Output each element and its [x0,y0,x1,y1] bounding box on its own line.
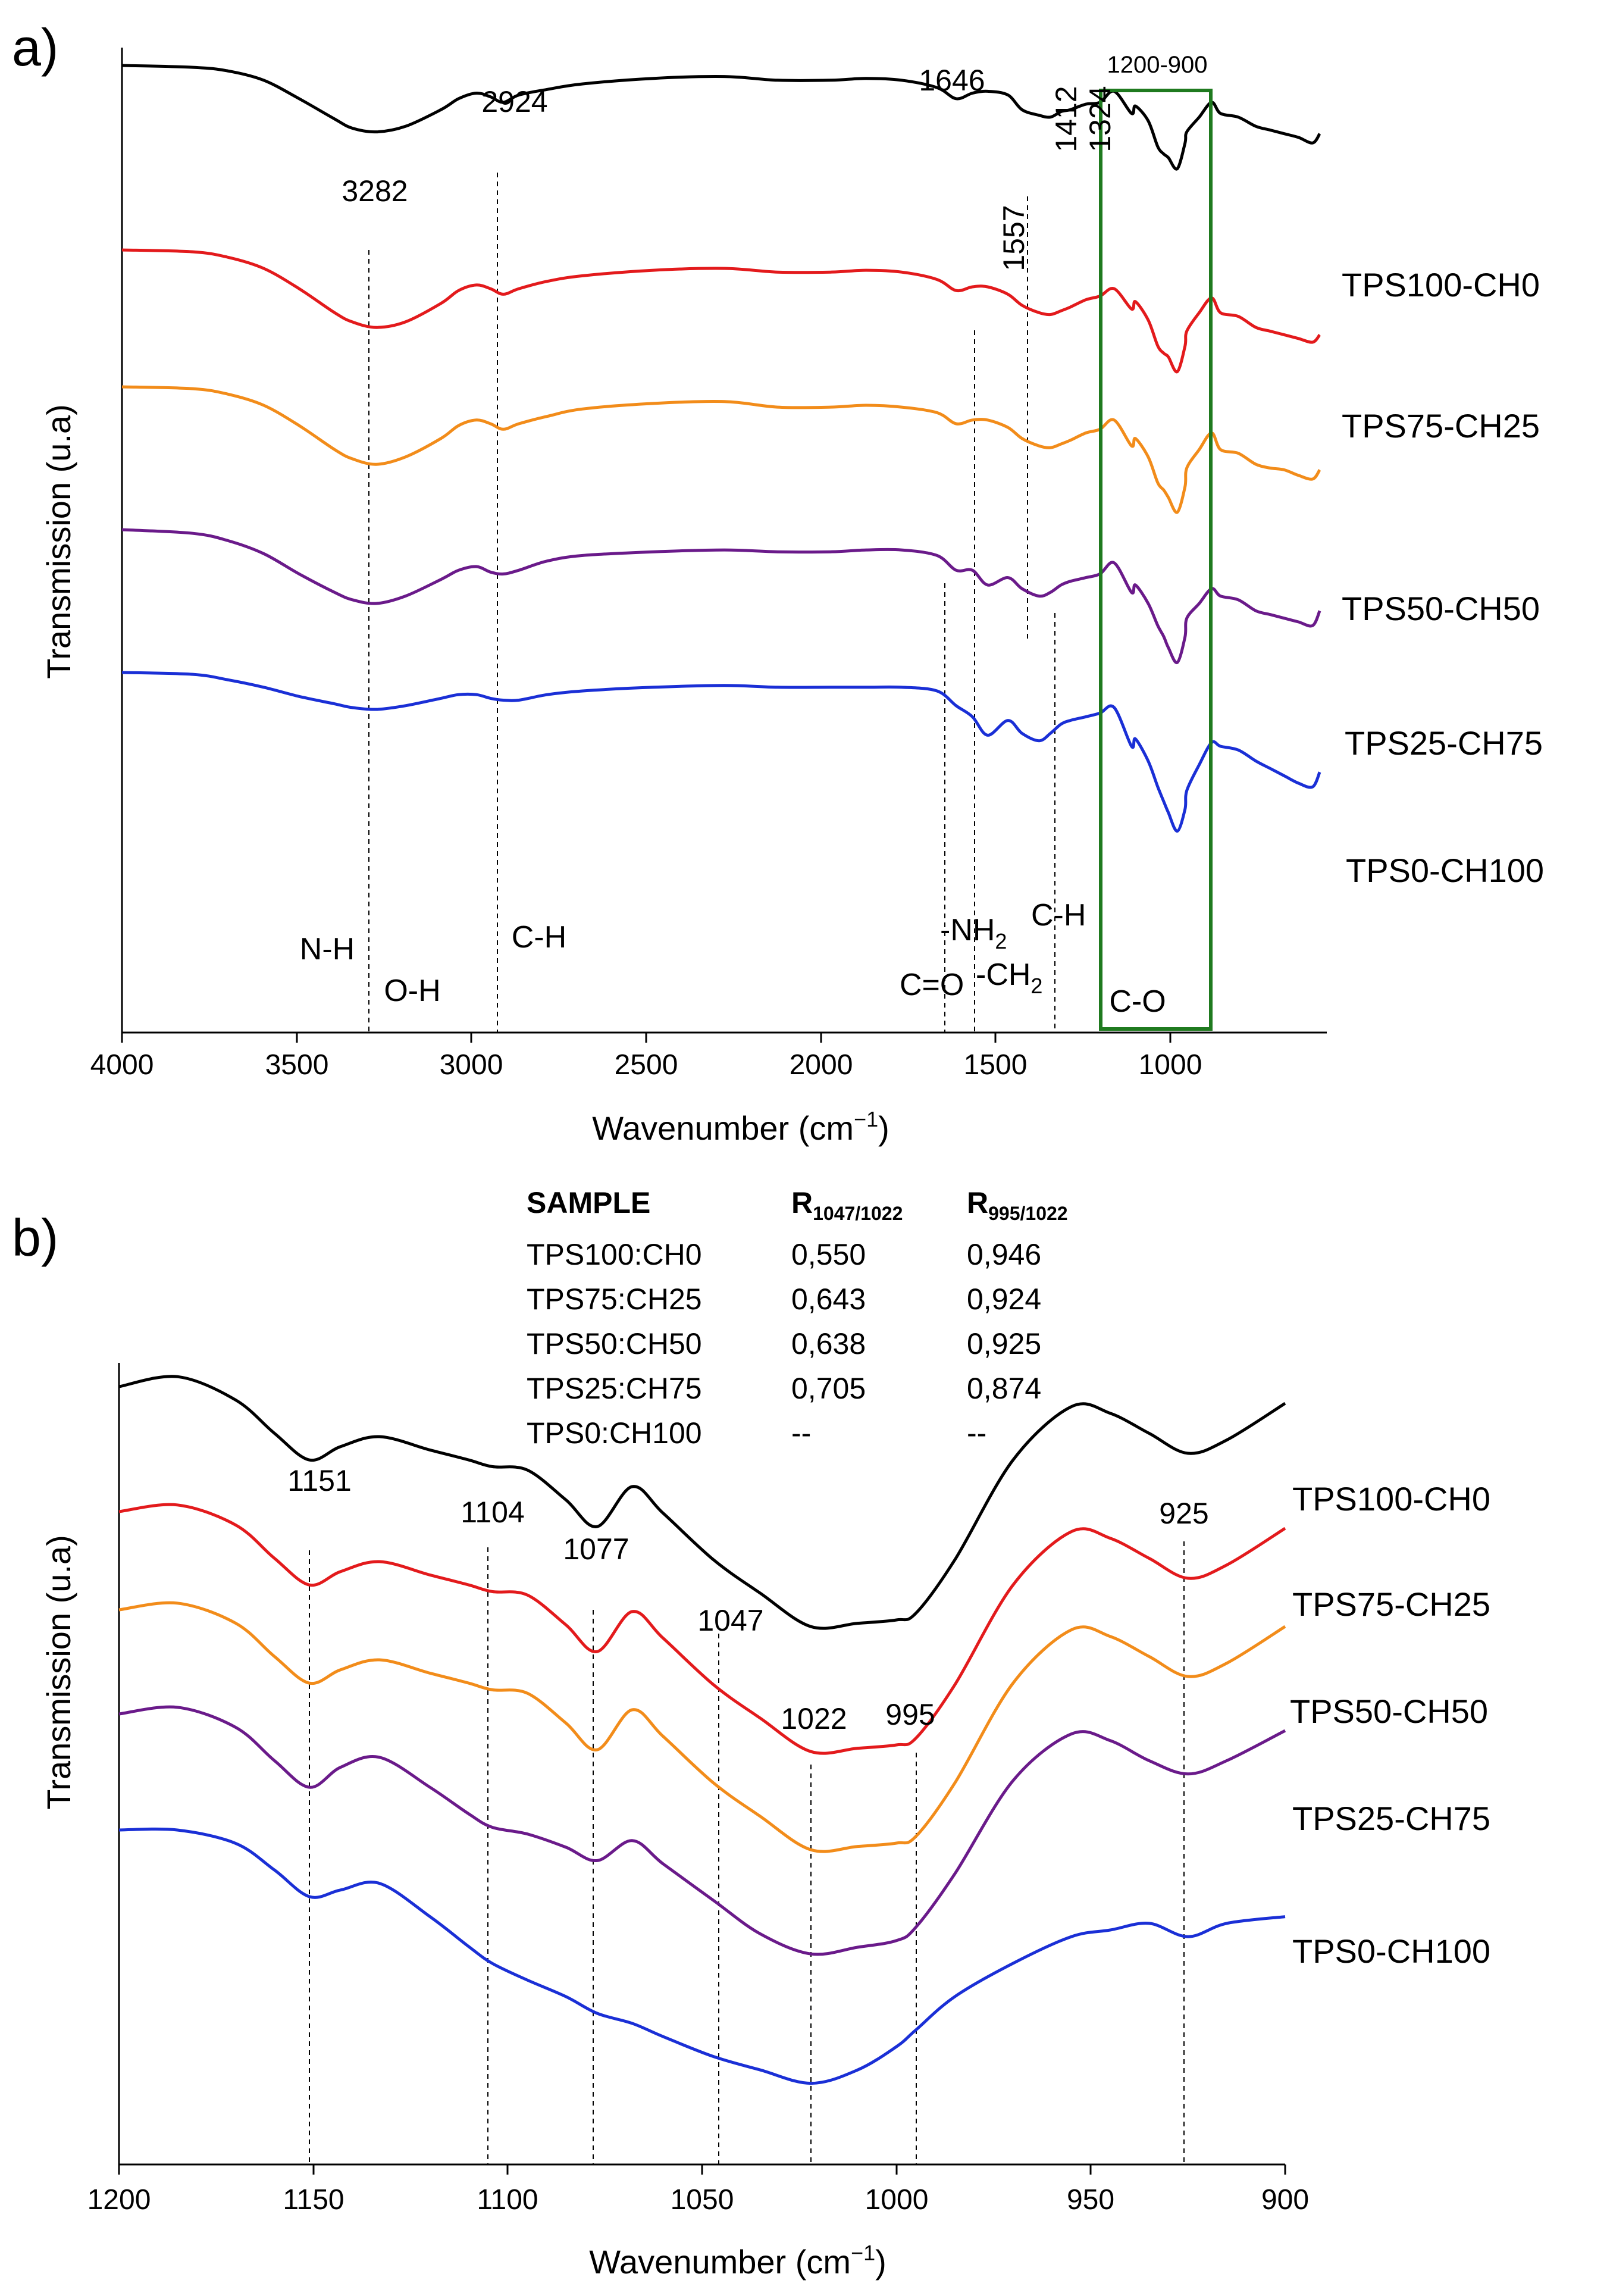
table-cell: TPS100:CH0 [527,1238,702,1271]
panel-b-peak-label: 1104 [461,1496,525,1529]
panel-a-group-label: -CH2 [976,958,1042,998]
panel-a-series-label: TPS50-CH50 [1342,590,1540,627]
panel-b-series-label: TPS50-CH50 [1290,1693,1488,1730]
panel-a-series-line-tps75-ch25 [121,248,1321,374]
panel-b-series-line-tps25-ch75 [118,1705,1286,1956]
table-cell: 0,705 [791,1372,866,1405]
panel-b-peak-label: 1047 [697,1604,763,1637]
table-header-sample: SAMPLE [527,1186,650,1219]
panel-a-group-label: -NH2 [940,913,1007,953]
table-cell: 0,550 [791,1238,866,1271]
panel-a-tick-label: 2000 [790,1049,853,1081]
panel-a-peak-label: 1412 [1050,86,1083,152]
panel-a-series-line-tps50-ch50 [121,385,1321,514]
panel-a-series-label: TPS100-CH0 [1342,266,1540,304]
panel-b-tick-label: 1050 [671,2184,734,2216]
table-cell: TPS0:CH100 [527,1416,702,1450]
table-header-r1: R1047/1022 [791,1186,903,1224]
panel-b-series-label: TPS25-CH75 [1292,1800,1490,1837]
panel-b-series-label: TPS75-CH25 [1292,1585,1490,1623]
panel-a-series-label: TPS25-CH75 [1345,724,1543,762]
panel-a-highlight-box [1099,89,1213,1031]
panel-a-x-title: Wavenumber (cm−1) [592,1107,889,1147]
panel-b-tick-label: 950 [1067,2184,1114,2216]
panel-b-series-line-tps100-ch0 [118,1375,1286,1630]
panel-a-group-label: C-H [512,920,566,955]
panel-a-peak-label: 1557 [997,205,1030,271]
table-cell: 0,643 [791,1282,866,1316]
panel-b-series-line-tps75-ch25 [118,1503,1286,1755]
table-cell: TPS75:CH25 [527,1282,702,1316]
panel-a-peak-label: 3282 [342,174,408,208]
panel-a-tick-label: 2500 [615,1049,678,1081]
panel-b-peak-label: 925 [1159,1497,1208,1530]
panel-b-series-line-tps0-ch100 [118,1827,1286,2085]
panel-a-series-line-tps100-ch0 [121,64,1321,171]
panel-a-series-label: TPS0-CH100 [1346,852,1544,889]
table-cell: -- [791,1416,811,1450]
panel-a-peak-label: 1324 [1083,86,1117,152]
panel-b-series-label: TPS0-CH100 [1292,1932,1490,1970]
table-cell: -- [967,1416,986,1450]
panel-a-series-group [121,64,1321,833]
panel-b: b) SAMPLE R1047/1022 R995/1022 TPS100:CH… [12,1186,1490,2281]
panel-a-peak-label: 2924 [481,85,547,118]
panel-b-peak-label: 1077 [563,1532,629,1566]
panel-b-tick-label: 900 [1261,2184,1309,2216]
panel-b-peak-label: 995 [885,1698,935,1731]
table-cell: 0,946 [967,1238,1041,1271]
table-header-r2: R995/1022 [967,1186,1068,1224]
table-cell: 0,874 [967,1372,1041,1405]
panel-a-tick-label: 3500 [265,1049,329,1081]
panel-b-y-title: Transmission (u.a) [40,1535,77,1810]
panel-a-y-title: Transmission (u.a) [40,404,77,679]
table-cell: TPS25:CH75 [527,1372,702,1405]
panel-b-series-group [118,1375,1286,2085]
panel-a-tick-label: 4000 [90,1049,154,1081]
panel-a-letter: a) [12,18,58,77]
table-cell: 0,924 [967,1282,1041,1316]
panel-a-group-label: C=O [900,968,964,1002]
panel-a-group-label: C-O [1109,984,1166,1019]
panel-b-tick-label: 1150 [283,2184,344,2216]
panel-a-group-label: O-H [384,974,440,1008]
panel-a-tick-label: 3000 [440,1049,503,1081]
panel-b-letter: b) [12,1208,58,1267]
table-cell: 0,925 [967,1327,1041,1360]
table-cell: 0,638 [791,1327,866,1360]
panel-b-peak-label: 1151 [287,1464,352,1497]
table-cell: TPS50:CH50 [527,1327,702,1360]
panel-a-series-line-tps25-ch75 [121,528,1321,664]
panel-b-series-label: TPS100-CH0 [1292,1480,1490,1518]
panel-b-series-line-tps50-ch50 [118,1601,1286,1853]
panel-a-box-label: 1200-900 [1107,52,1207,78]
panel-a-series-label: TPS75-CH25 [1342,407,1540,445]
panel-b-x-title: Wavenumber (cm−1) [589,2241,887,2281]
panel-a-tick-label: 1000 [1139,1049,1202,1081]
panel-b-tick-label: 1100 [477,2184,538,2216]
ratio-table: SAMPLE R1047/1022 R995/1022 TPS100:CH0 0… [527,1186,1068,1450]
panel-a-tick-label: 1500 [964,1049,1028,1081]
panel-a: a) 4000 3500 3000 2500 2000 1500 1000 Wa… [12,18,1544,1147]
panel-a-series-line-tps0-ch100 [121,671,1321,833]
panel-b-tick-label: 1200 [87,2184,151,2216]
panel-a-group-label: N-H [300,932,355,966]
panel-b-tick-label: 1000 [865,2184,929,2216]
panel-b-peak-label: 1022 [781,1702,847,1735]
panel-a-group-label: C-H [1031,898,1086,933]
panel-a-peak-label: 1646 [919,64,985,97]
